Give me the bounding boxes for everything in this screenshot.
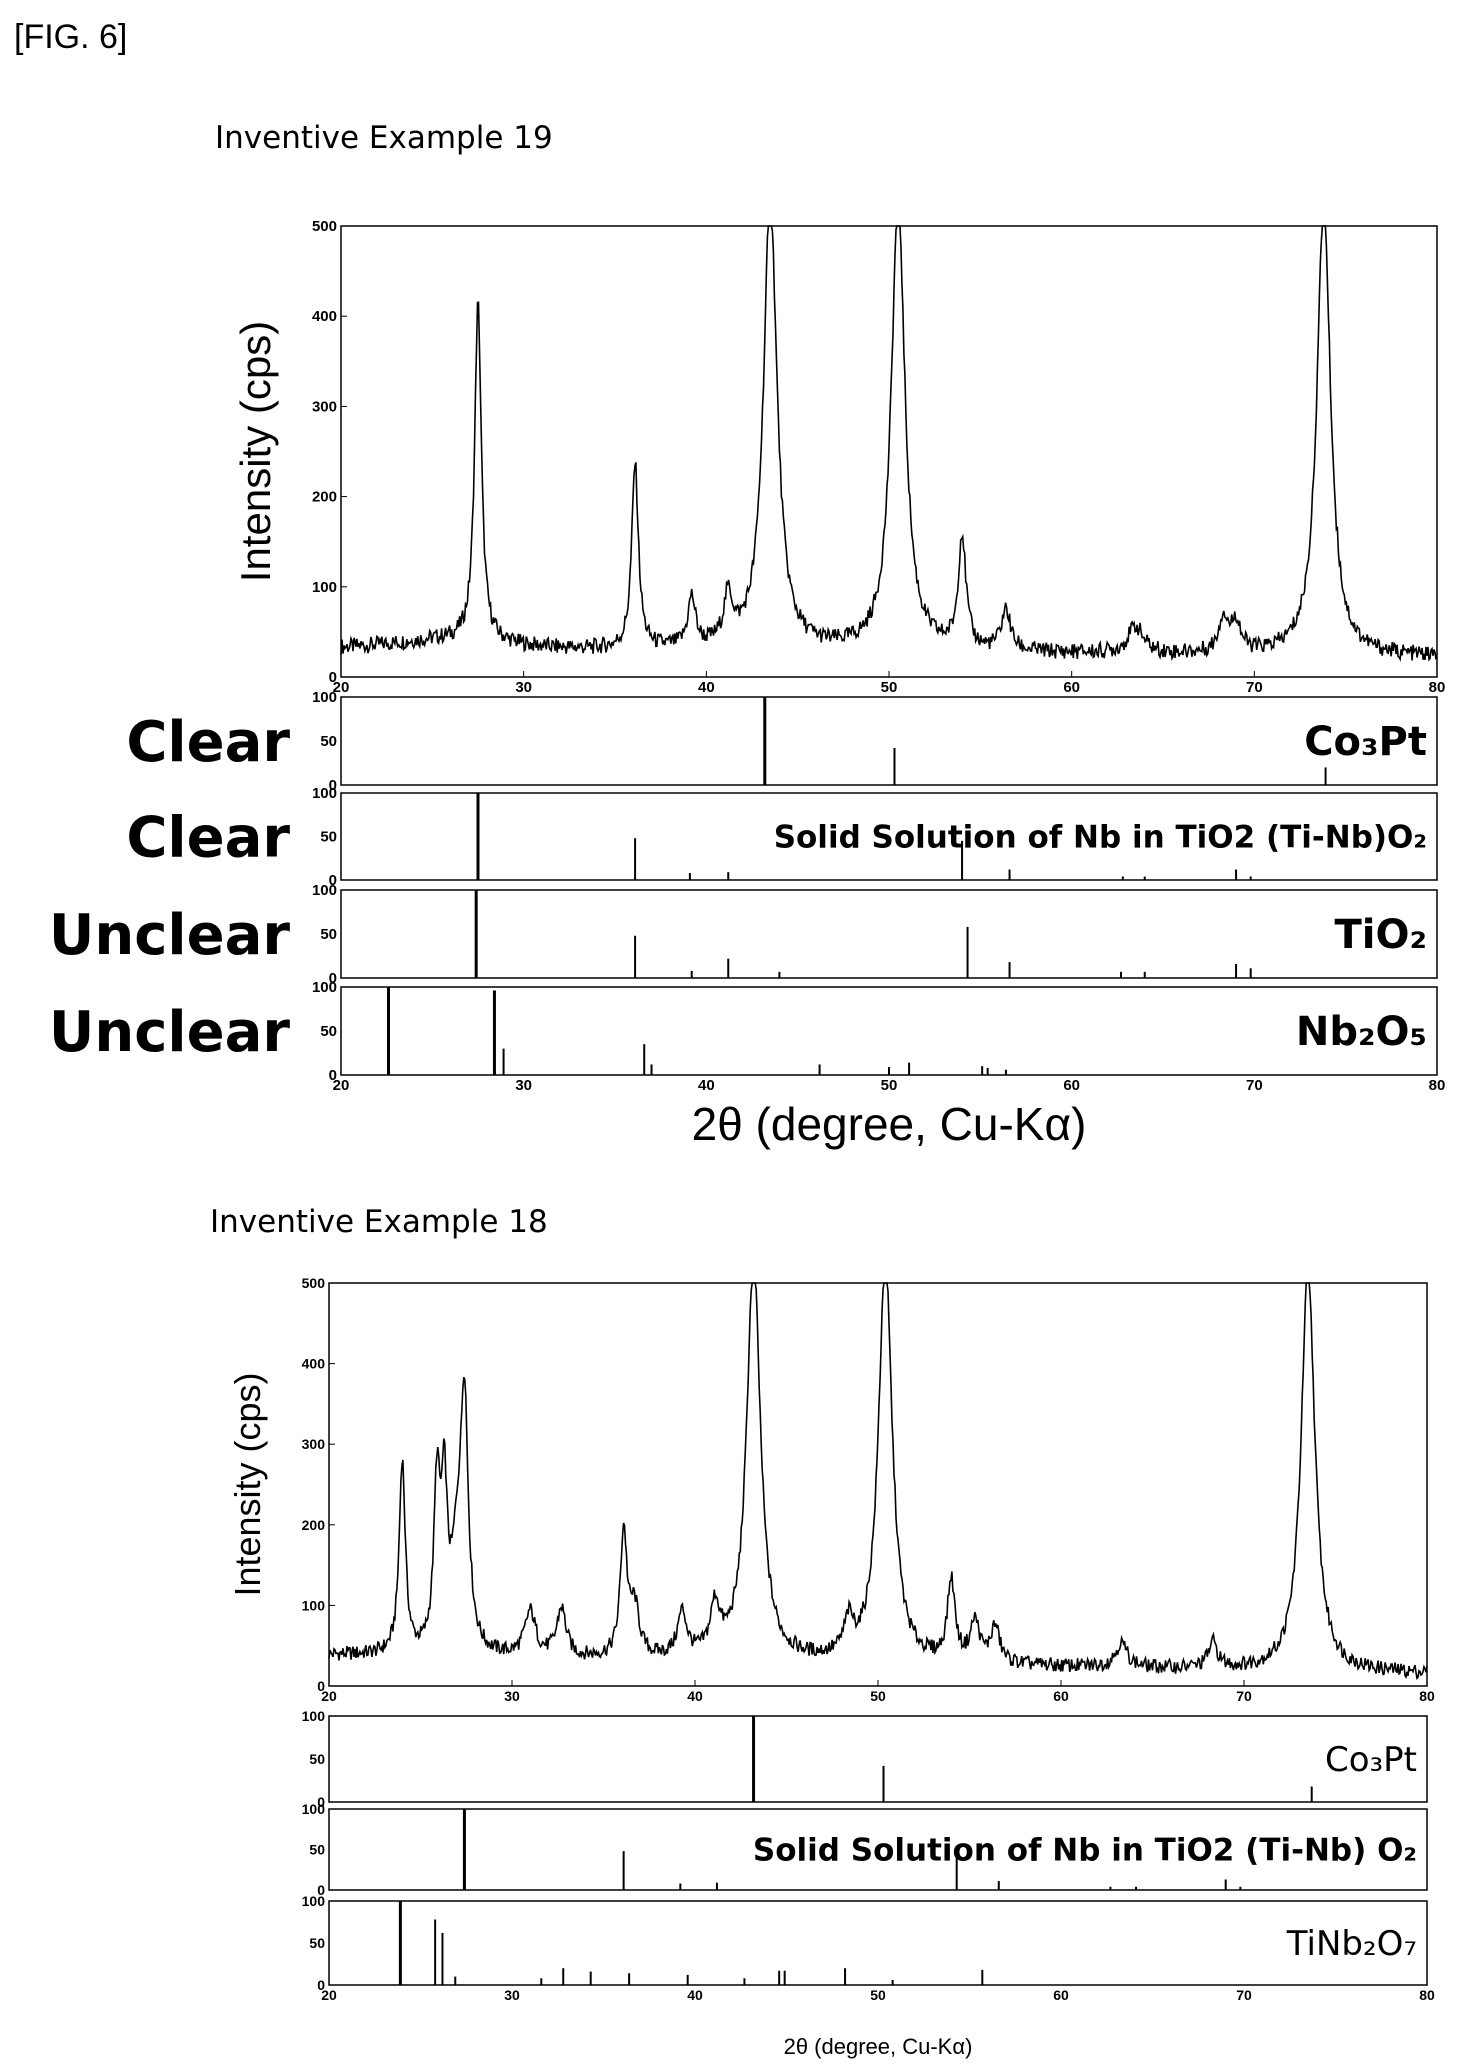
- reference-y-tick-label: 100: [302, 1801, 326, 1817]
- y-tick-label: 300: [302, 1436, 326, 1452]
- reference-y-tick-label: 100: [302, 1708, 326, 1724]
- reference-label: TiO₂: [1334, 912, 1427, 958]
- x-tick-label: 30: [504, 1688, 520, 1704]
- x-tick-label: 60: [1063, 679, 1080, 696]
- x-tick-label: 20: [321, 1987, 337, 2003]
- reference-y-tick-label: 100: [312, 882, 337, 899]
- x-tick-label: 20: [333, 1077, 350, 1094]
- x-axis-label: 2θ (degree, Cu-Kα): [692, 1098, 1087, 1150]
- y-axis-label: Intensity (cps): [232, 321, 279, 582]
- y-tick-label: 100: [312, 579, 337, 596]
- x-tick-label: 80: [1429, 679, 1446, 696]
- chart-title: Inventive Example 18: [210, 1204, 548, 1240]
- x-tick-label: 70: [1246, 679, 1263, 696]
- x-tick-label: 50: [870, 1688, 886, 1704]
- reference-y-tick-label: 0: [329, 777, 337, 794]
- reference-y-tick-label: 0: [329, 872, 337, 889]
- reference-frame: [328, 1808, 1428, 1891]
- figure-label: [FIG. 6]: [14, 18, 128, 56]
- plot-frame: [328, 1282, 1428, 1687]
- x-tick-label: 70: [1236, 1688, 1252, 1704]
- reference-frame: [340, 986, 1438, 1076]
- reference-frame: [328, 1715, 1428, 1803]
- reference-y-tick-label: 50: [320, 733, 337, 750]
- x-tick-label: 20: [321, 1688, 337, 1704]
- y-axis-label: Intensity (cps): [227, 1372, 268, 1596]
- reference-frame: [328, 1900, 1428, 1986]
- x-tick-label: 40: [698, 1077, 715, 1094]
- x-axis-label: 2θ (degree, Cu-Kα): [784, 2034, 973, 2059]
- reference-frame: [340, 889, 1438, 979]
- x-tick-label: 40: [687, 1688, 703, 1704]
- reference-panel-0: 0 50 100 Co₃Pt: [302, 1708, 1428, 1810]
- reference-label: Nb₂O₅: [1296, 1009, 1427, 1055]
- reference-y-tick-label: 50: [320, 829, 337, 846]
- y-tick-label: 400: [312, 308, 337, 325]
- reference-y-tick-label: 0: [317, 1977, 325, 1993]
- x-tick-label: 40: [687, 1987, 703, 2003]
- y-tick-label: 200: [312, 489, 337, 506]
- reference-panel-0: 0 50 100 Co₃Pt Clear: [126, 689, 1438, 794]
- reference-label: Solid Solution of Nb in TiO2 (Ti-Nb)O₂: [774, 819, 1427, 855]
- reference-y-tick-label: 100: [312, 979, 337, 996]
- reference-panel-2: 0 50 100 TiNb₂O₇: [302, 1893, 1428, 1993]
- y-tick-label: 400: [302, 1356, 326, 1372]
- reference-y-tick-label: 50: [309, 1842, 325, 1858]
- reference-panel-3: 0 50 100 Nb₂O₅ Unclear: [49, 979, 1438, 1084]
- x-tick-label: 50: [881, 1077, 898, 1094]
- xrd-pattern-line: [328, 1282, 1428, 1681]
- y-tick-label: 500: [302, 1275, 326, 1291]
- reference-y-tick-label: 0: [329, 1067, 337, 1084]
- reference-frame: [340, 696, 1438, 786]
- reference-y-tick-label: 100: [312, 689, 337, 706]
- x-tick-label: 70: [1236, 1987, 1252, 2003]
- reference-label: Solid Solution of Nb in TiO2 (Ti-Nb) O₂: [753, 1832, 1417, 1868]
- visibility-label: Clear: [126, 710, 290, 775]
- reference-panel-1: 0 50 100 Solid Solution of Nb in TiO2 (Ti-N…: [126, 785, 1438, 889]
- y-tick-label: 0: [317, 1678, 325, 1694]
- x-tick-label: 50: [870, 1987, 886, 2003]
- reference-y-tick-label: 0: [317, 1794, 325, 1810]
- reference-label: TiNb₂O₇: [1286, 1924, 1417, 1964]
- x-tick-label: 30: [504, 1987, 520, 2003]
- y-tick-label: 0: [329, 669, 337, 686]
- reference-y-tick-label: 50: [309, 1751, 325, 1767]
- reference-y-tick-label: 50: [320, 1023, 337, 1040]
- x-tick-label: 60: [1053, 1987, 1069, 2003]
- reference-y-tick-label: 100: [302, 1893, 326, 1909]
- x-tick-label: 30: [515, 1077, 532, 1094]
- visibility-label: Clear: [126, 806, 290, 871]
- visibility-label: Unclear: [49, 903, 291, 968]
- x-tick-label: 80: [1419, 1688, 1435, 1704]
- y-tick-label: 500: [312, 218, 337, 235]
- reference-y-tick-label: 0: [317, 1882, 325, 1898]
- x-tick-label: 70: [1246, 1077, 1263, 1094]
- x-tick-label: 30: [515, 679, 532, 696]
- x-tick-label: 60: [1053, 1688, 1069, 1704]
- chart-title: Inventive Example 19: [215, 120, 553, 156]
- reference-y-tick-label: 50: [320, 926, 337, 943]
- reference-label: Co₃Pt: [1304, 719, 1427, 765]
- reference-panel-1: 0 50 100 Solid Solution of Nb in TiO2 (Ti-N…: [302, 1801, 1428, 1898]
- reference-frame: [340, 792, 1438, 881]
- x-tick-label: 50: [881, 679, 898, 696]
- x-tick-label: 80: [1419, 1987, 1435, 2003]
- y-tick-label: 200: [302, 1517, 326, 1533]
- x-tick-label: 40: [698, 679, 715, 696]
- xrd-pattern-line: [340, 225, 1438, 663]
- reference-y-tick-label: 0: [329, 970, 337, 987]
- reference-y-tick-label: 100: [312, 785, 337, 802]
- y-tick-label: 100: [302, 1597, 326, 1613]
- visibility-label: Unclear: [49, 1000, 291, 1065]
- reference-y-tick-label: 50: [309, 1935, 325, 1951]
- x-tick-label: 60: [1063, 1077, 1080, 1094]
- x-tick-label: 20: [333, 679, 350, 696]
- reference-panel-2: 0 50 100 TiO₂ Unclear: [49, 882, 1438, 987]
- reference-label: Co₃Pt: [1325, 1740, 1417, 1780]
- y-tick-label: 300: [312, 398, 337, 415]
- x-tick-label: 80: [1429, 1077, 1446, 1094]
